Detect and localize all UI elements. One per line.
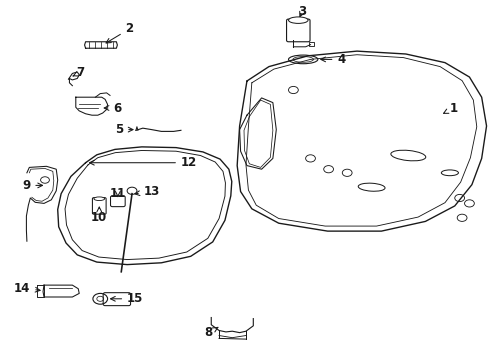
Ellipse shape [288, 17, 307, 23]
Text: 9: 9 [22, 179, 42, 192]
Text: 12: 12 [89, 156, 197, 169]
Text: 2: 2 [106, 22, 133, 43]
Ellipse shape [94, 197, 104, 201]
Text: 3: 3 [298, 5, 305, 18]
Text: 6: 6 [104, 102, 122, 114]
Text: 14: 14 [14, 282, 40, 294]
Text: 13: 13 [135, 185, 160, 198]
Text: 1: 1 [443, 102, 457, 114]
Text: 11: 11 [109, 187, 126, 200]
Text: 4: 4 [320, 53, 345, 66]
Text: 8: 8 [204, 327, 218, 339]
Text: 7: 7 [73, 66, 84, 79]
Text: 5: 5 [115, 123, 133, 136]
Text: 15: 15 [110, 292, 143, 305]
Text: 10: 10 [91, 207, 107, 224]
Bar [308, 42, 313, 46]
